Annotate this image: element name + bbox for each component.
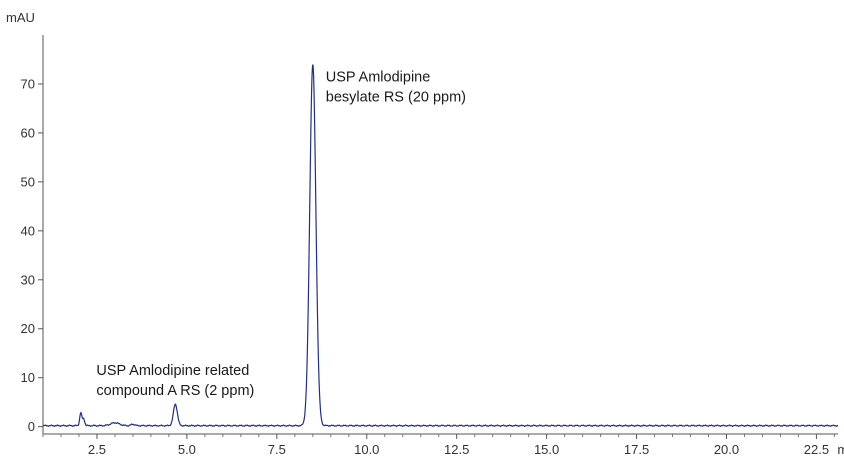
- x-tick-label: 22.5: [804, 442, 829, 457]
- x-tick-label: 20.0: [714, 442, 739, 457]
- y-tick-label: 50: [21, 174, 35, 189]
- y-axis-label: mAU: [6, 10, 35, 25]
- x-tick-label: 10.0: [354, 442, 379, 457]
- y-tick-label: 40: [21, 223, 35, 238]
- annotation-related-compound: USP Amlodipine related compound A RS (2 …: [96, 363, 254, 399]
- chromatogram-trace: [42, 64, 839, 427]
- annotation-main-line-1: USP Amlodipine: [326, 69, 431, 85]
- axes: [42, 35, 838, 435]
- annotation-related-line-2: compound A RS (2 ppm): [96, 383, 254, 399]
- y-tick-label: 10: [21, 370, 35, 385]
- x-ticks: 2.5 5.0 7.5 10.0 12.5 15.0 17.5 20.0 22.5: [42, 434, 835, 457]
- x-tick-label: 12.5: [444, 442, 469, 457]
- x-tick-label: 2.5: [88, 442, 106, 457]
- y-tick-label: 0: [28, 419, 35, 434]
- x-tick-label: 5.0: [178, 442, 196, 457]
- annotation-main-peak: USP Amlodipine besylate RS (20 ppm): [326, 69, 466, 105]
- x-tick-label: 17.5: [624, 442, 649, 457]
- x-axis-label: min: [837, 442, 844, 457]
- y-tick-label: 70: [21, 76, 35, 91]
- y-tick-label: 30: [21, 272, 35, 287]
- y-tick-label: 20: [21, 321, 35, 336]
- annotation-main-line-2: besylate RS (20 ppm): [326, 89, 466, 105]
- y-ticks: 0 10 20 30 40 50 60 70: [21, 76, 43, 434]
- y-tick-label: 60: [21, 125, 35, 140]
- annotation-related-line-1: USP Amlodipine related: [96, 363, 249, 379]
- x-tick-label: 7.5: [268, 442, 286, 457]
- x-tick-label: 15.0: [534, 442, 559, 457]
